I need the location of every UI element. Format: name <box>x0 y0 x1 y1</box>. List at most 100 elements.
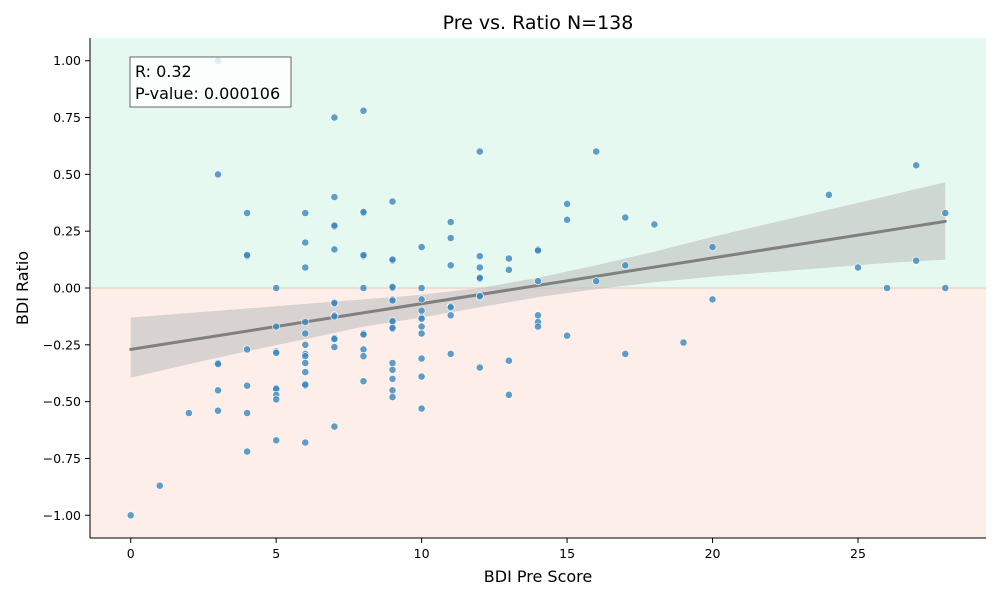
data-point <box>883 284 891 292</box>
x-tick-label: 25 <box>850 546 866 561</box>
data-point <box>301 340 310 349</box>
data-point <box>330 245 339 254</box>
data-point <box>272 348 281 357</box>
data-point <box>359 207 368 216</box>
y-ticks: −1.00 −0.75 −0.50 −0.25 0.00 0.25 0.50 0.75 1.00 <box>43 53 90 523</box>
data-point <box>475 252 484 261</box>
data-point <box>446 261 455 270</box>
data-point <box>330 343 339 351</box>
data-point <box>912 256 921 265</box>
r-value-label: R: 0.32 <box>135 62 192 81</box>
data-point <box>679 338 688 347</box>
data-point <box>388 323 397 332</box>
data-point <box>388 255 397 264</box>
data-point <box>330 422 339 431</box>
data-point <box>388 386 397 395</box>
data-point <box>359 352 368 361</box>
stats-box: R: 0.32 P-value: 0.000106 <box>129 56 292 108</box>
data-point <box>330 298 339 307</box>
y-tick-label: 0.75 <box>53 110 81 125</box>
data-point <box>388 393 397 401</box>
y-tick-label: 0.00 <box>53 281 81 296</box>
data-point <box>708 243 717 251</box>
data-point <box>563 331 571 340</box>
data-point <box>941 284 950 292</box>
data-point <box>504 254 513 263</box>
data-point <box>359 251 368 259</box>
data-point <box>446 234 455 242</box>
data-point <box>475 263 484 272</box>
y-tick-label: −0.25 <box>43 337 81 352</box>
data-point <box>592 147 601 156</box>
data-point <box>330 193 339 201</box>
data-point <box>301 318 310 326</box>
x-tick-label: 20 <box>705 546 721 561</box>
data-point <box>417 314 426 323</box>
y-tick-label: −1.00 <box>43 508 81 523</box>
data-point <box>388 365 397 374</box>
data-point <box>475 292 484 300</box>
data-point <box>417 322 426 331</box>
data-point <box>446 303 455 312</box>
data-point <box>475 363 484 372</box>
x-tick-label: 5 <box>272 546 280 561</box>
data-point <box>417 243 426 251</box>
data-point <box>243 251 251 259</box>
p-value-label: P-value: 0.000106 <box>135 84 280 103</box>
data-point <box>243 381 251 390</box>
data-point <box>563 215 571 224</box>
data-point <box>330 335 339 343</box>
data-point <box>214 406 222 415</box>
data-point <box>301 438 310 447</box>
data-point <box>359 106 368 115</box>
data-point <box>359 345 368 354</box>
data-point <box>243 209 251 217</box>
data-point <box>388 197 397 206</box>
data-point <box>243 409 251 417</box>
data-point <box>214 386 222 395</box>
axes: 0 5 10 15 20 25 −1.00 −0.75 −0.50 −0.25 0.00 0.25 0… <box>43 38 986 561</box>
data-point <box>475 273 484 282</box>
data-point <box>417 354 426 363</box>
data-point <box>243 447 251 456</box>
data-point <box>214 170 222 179</box>
data-point <box>504 356 513 365</box>
data-point <box>504 390 513 399</box>
data-point <box>214 360 222 368</box>
data-point <box>388 317 397 325</box>
data-point <box>301 380 310 389</box>
data-point <box>155 481 164 490</box>
x-axis-label: BDI Pre Score <box>484 567 592 586</box>
data-point <box>126 511 135 520</box>
data-point <box>272 322 281 331</box>
data-point <box>301 352 310 361</box>
regression-line <box>129 219 947 351</box>
data-points <box>126 56 950 520</box>
data-point <box>446 311 455 320</box>
data-point <box>592 277 601 286</box>
y-tick-label: −0.75 <box>43 451 81 466</box>
data-point <box>912 161 921 170</box>
data-point <box>301 238 310 247</box>
data-point <box>388 374 397 383</box>
data-point <box>534 246 542 255</box>
data-point <box>417 306 426 315</box>
data-point <box>621 261 630 270</box>
data-point <box>475 147 484 156</box>
stats-box-frame <box>129 56 292 108</box>
data-point <box>621 349 630 358</box>
data-point <box>650 220 659 229</box>
data-point <box>854 263 862 272</box>
data-point <box>272 436 281 445</box>
data-point <box>359 284 368 292</box>
data-point <box>272 284 281 292</box>
data-point <box>301 368 310 376</box>
data-point <box>301 209 310 217</box>
y-tick-label: −0.50 <box>43 394 81 409</box>
data-point <box>446 349 455 358</box>
data-point <box>941 209 950 217</box>
data-point <box>417 404 426 413</box>
data-point <box>243 345 251 354</box>
data-point <box>417 372 426 381</box>
